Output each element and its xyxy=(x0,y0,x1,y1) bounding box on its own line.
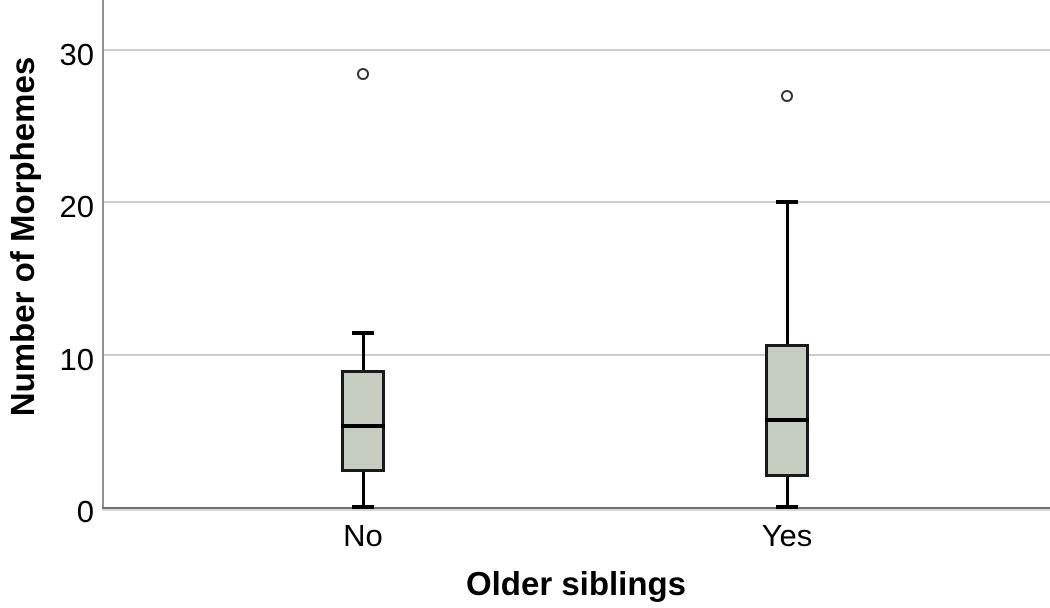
y-axis-line xyxy=(102,0,104,507)
whisker-cap-bottom-no xyxy=(352,505,374,509)
box-iqr-yes xyxy=(765,344,809,477)
median-line-yes xyxy=(765,418,809,423)
whisker-cap-top-yes xyxy=(776,200,798,205)
median-line-no xyxy=(341,424,385,429)
gridline-y-30 xyxy=(102,49,1050,51)
whisker-cap-top-no xyxy=(352,331,374,336)
y-axis-title: Number of Morphemes xyxy=(4,56,41,417)
x-axis-line xyxy=(102,507,1050,509)
x-category-label-no: No xyxy=(343,518,383,553)
whisker-cap-bottom-yes xyxy=(776,505,798,509)
gridline-y-10 xyxy=(102,353,1050,356)
y-tick-label-10: 10 xyxy=(59,341,94,377)
gridline-y-20 xyxy=(102,201,1050,204)
y-tick-label-0: 0 xyxy=(76,494,94,529)
x-category-label-yes: Yes xyxy=(761,518,813,553)
outlier-point-yes-0 xyxy=(781,89,793,102)
y-tick-label-20: 20 xyxy=(59,189,94,225)
x-axis-title: Older siblings xyxy=(465,565,687,602)
whisker-stem-bottom-yes xyxy=(785,476,789,507)
whisker-stem-top-yes xyxy=(785,202,789,344)
box-iqr-no xyxy=(341,369,385,472)
whisker-stem-bottom-no xyxy=(361,471,365,507)
y-tick-label-30: 30 xyxy=(59,37,94,72)
outlier-point-no-0 xyxy=(357,68,369,81)
whisker-stem-top-no xyxy=(361,333,365,370)
